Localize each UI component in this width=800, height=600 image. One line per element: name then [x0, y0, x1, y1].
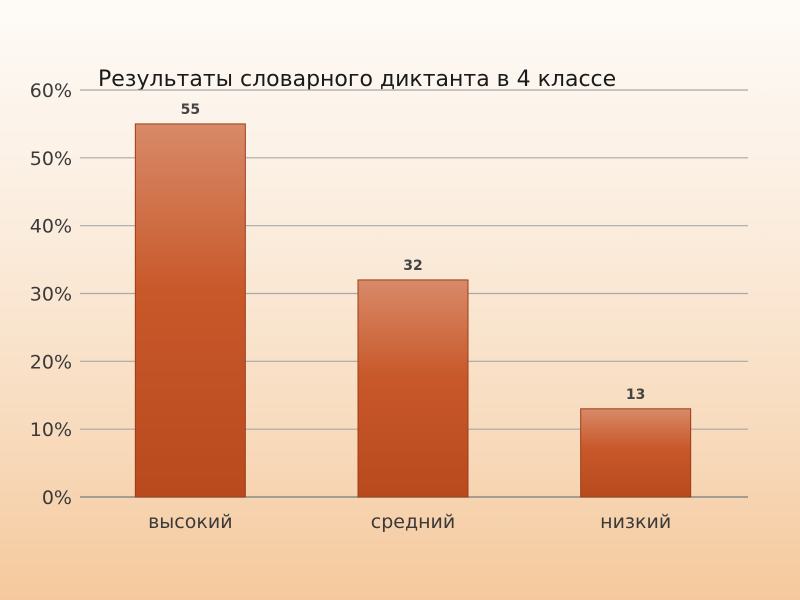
y-tick-label: 10% [30, 419, 72, 441]
x-axis-categories: высокий средний низкий [148, 511, 671, 533]
bar-2 [357, 279, 469, 498]
y-axis-ticks: 0% 10% 20% 30% 40% 50% 60% [30, 80, 72, 509]
y-tick-label: 30% [30, 284, 72, 306]
data-label: 13 [626, 387, 645, 403]
bar-1 [134, 123, 246, 498]
bar-3 [580, 408, 692, 498]
y-tick-label: 40% [30, 216, 72, 238]
chart-title: Результаты словарного диктанта в 4 класс… [98, 67, 616, 92]
x-category-label: средний [371, 511, 455, 533]
x-category-label: низкий [600, 511, 671, 533]
data-label: 32 [403, 258, 422, 274]
y-tick-label: 60% [30, 80, 72, 102]
x-category-label: высокий [148, 511, 232, 533]
y-tick-label: 50% [30, 148, 72, 170]
y-tick-label: 20% [30, 351, 72, 373]
y-tick-label: 0% [42, 487, 72, 509]
data-label: 55 [181, 102, 200, 118]
bars [134, 123, 692, 498]
data-labels: 55 32 13 [181, 102, 646, 403]
